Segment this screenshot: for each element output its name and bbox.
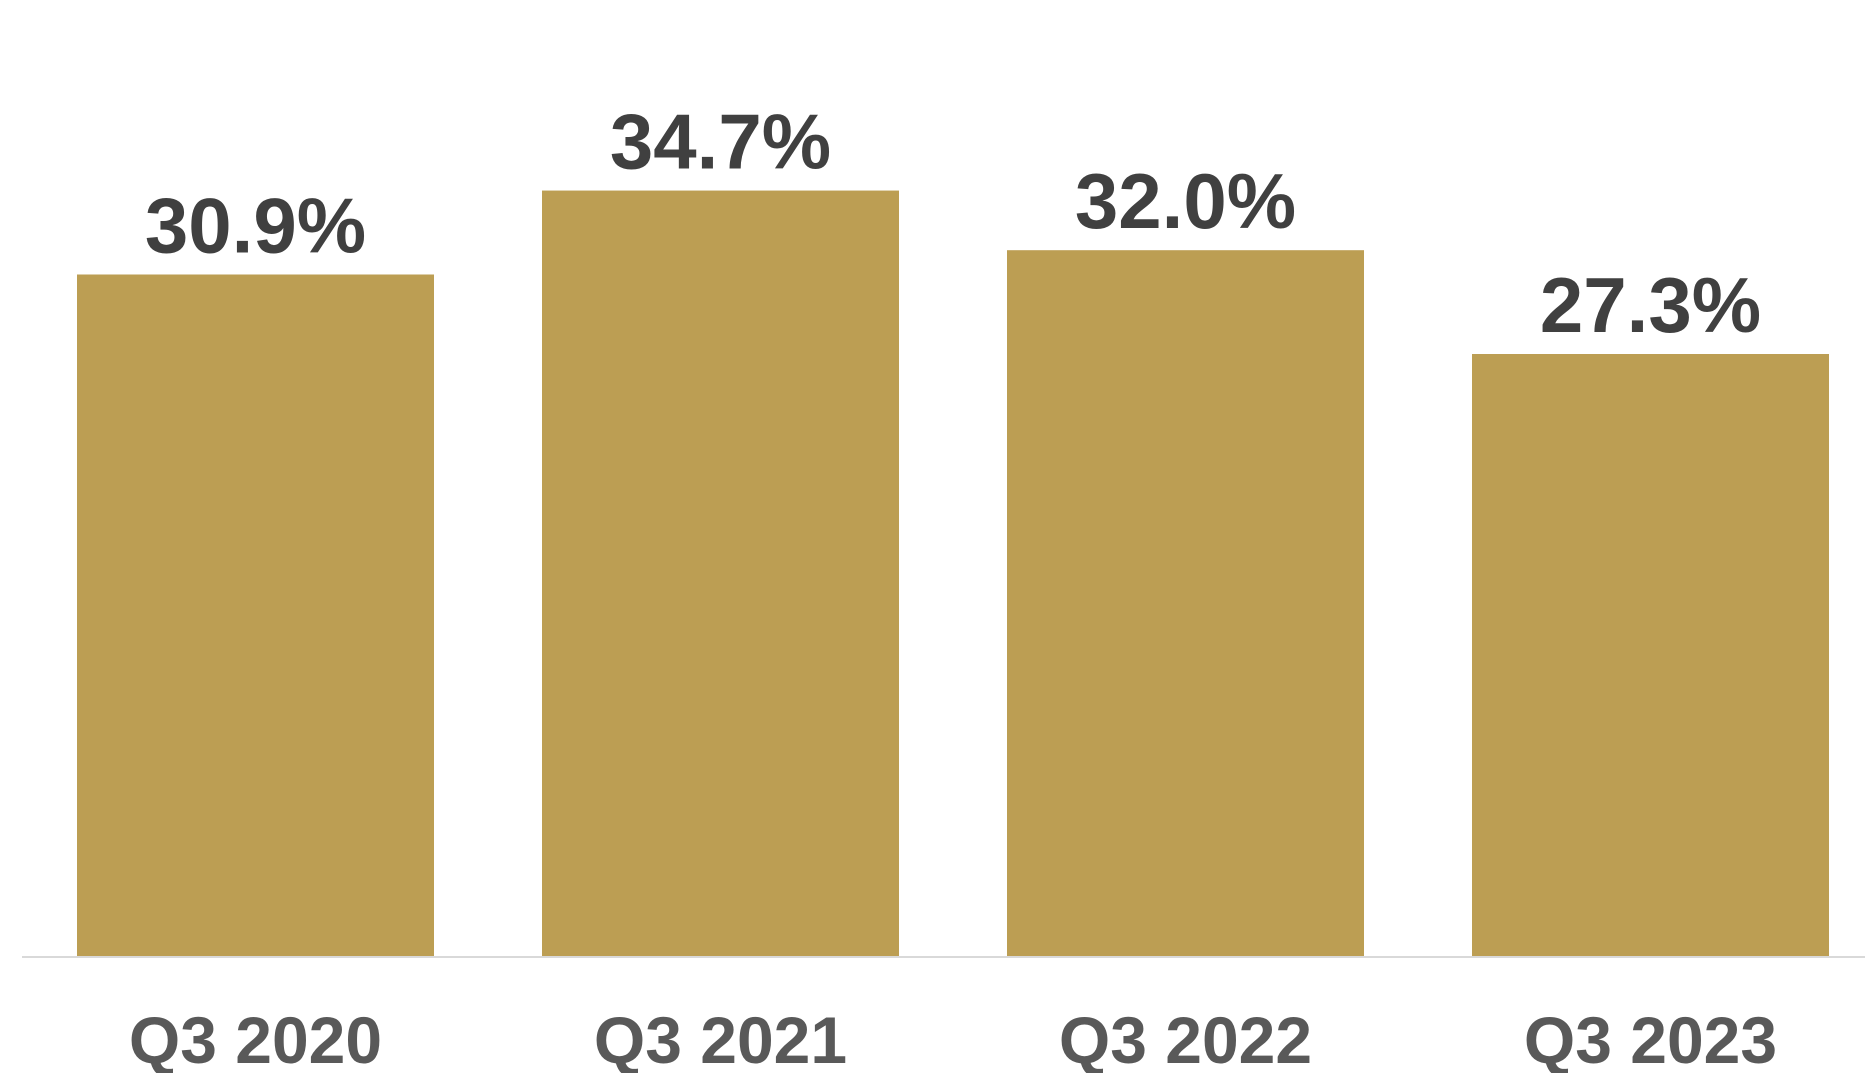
category-labels-group: Q3 2020 Q3 2021 Q3 2022 Q3 2023 [129,1003,1777,1073]
value-label-q3-2023: 27.3% [1540,261,1761,349]
bar-q3-2020 [77,274,434,957]
value-label-q3-2021: 34.7% [610,98,831,186]
category-label-q3-2022: Q3 2022 [1059,1003,1312,1073]
bar-q3-2021 [542,190,899,958]
category-label-q3-2021: Q3 2021 [594,1003,847,1073]
value-labels-group: 30.9% 34.7% 32.0% 27.3% [145,98,1761,349]
bar-q3-2023 [1472,354,1829,958]
value-label-q3-2020: 30.9% [145,181,366,269]
category-label-q3-2023: Q3 2023 [1524,1003,1777,1073]
bar-q3-2022 [1007,250,1364,958]
bars-group [77,190,1829,958]
value-label-q3-2022: 32.0% [1075,157,1296,245]
category-label-q3-2020: Q3 2020 [129,1003,382,1073]
